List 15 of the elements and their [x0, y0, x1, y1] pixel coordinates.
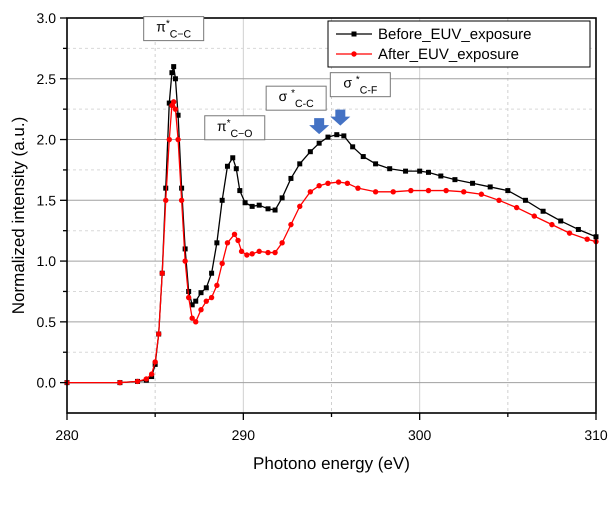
x-axis-title: Photono energy (eV): [253, 454, 410, 473]
x-tick-label: 290: [232, 427, 256, 443]
y-axis-title: Normalized intensity (a.u.): [9, 116, 28, 314]
x-tick-label: 300: [408, 427, 432, 443]
legend-label: After_EUV_exposure: [378, 46, 519, 63]
y-tick-label: 3.0: [36, 10, 56, 26]
x-tick-label: 280: [55, 427, 79, 443]
y-tick-label: 1.0: [36, 253, 56, 270]
y-tick-label: 1.5: [36, 192, 56, 208]
y-tick-label: 0.5: [36, 314, 56, 330]
y-tick-label: 0.0: [36, 374, 56, 391]
y-tick-label: 2.5: [36, 70, 56, 87]
legend-label: Before_EUV_exposure: [378, 26, 532, 43]
x-tick-label: 310: [584, 427, 608, 443]
y-tick-label: 2.0: [36, 132, 56, 148]
